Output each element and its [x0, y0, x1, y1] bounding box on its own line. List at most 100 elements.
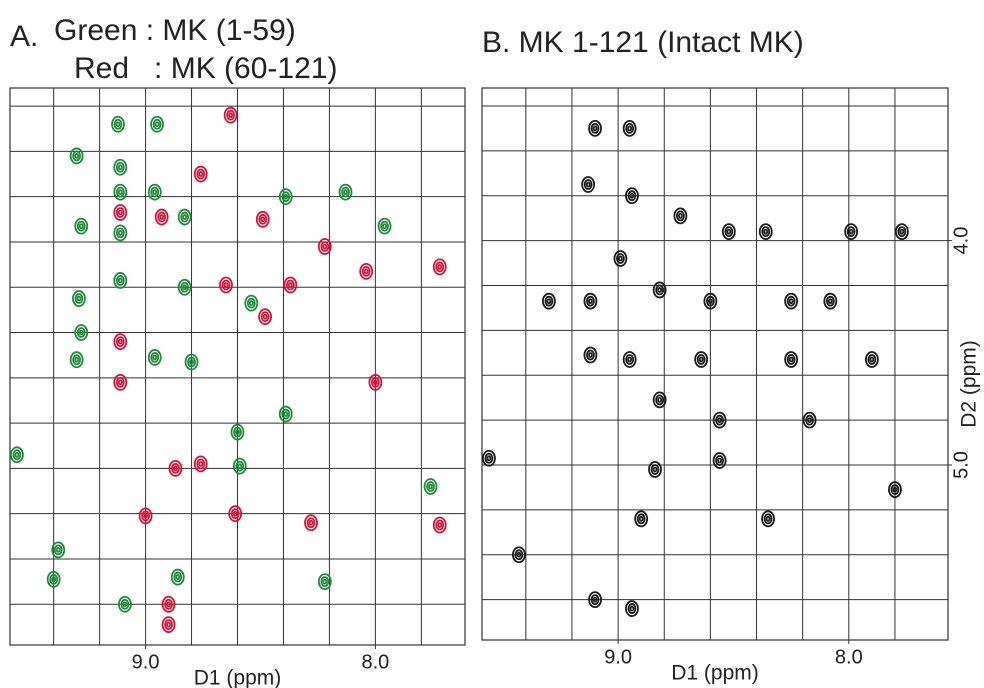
contour — [120, 598, 130, 610]
contour — [193, 455, 208, 473]
peak — [338, 183, 353, 201]
contour — [585, 181, 591, 188]
contour — [588, 298, 593, 305]
contour — [230, 508, 240, 520]
peak — [802, 411, 817, 429]
contour — [629, 192, 635, 199]
contour — [115, 227, 125, 239]
contour — [180, 211, 190, 223]
peak — [588, 119, 602, 137]
peak — [154, 208, 169, 226]
contour — [581, 176, 596, 193]
contour — [696, 354, 706, 365]
peak — [138, 507, 153, 525]
contour — [715, 414, 725, 426]
peak — [177, 208, 192, 226]
contour — [177, 278, 192, 296]
contour — [235, 429, 240, 436]
contour — [484, 452, 494, 464]
contour — [164, 619, 173, 631]
peak — [432, 516, 447, 534]
contour — [173, 571, 183, 583]
contour — [182, 214, 188, 220]
contour — [588, 352, 593, 358]
peak — [147, 349, 162, 366]
peak — [69, 147, 84, 165]
contour — [115, 207, 125, 218]
peak — [223, 106, 238, 124]
contour — [232, 457, 247, 475]
contour — [361, 266, 371, 277]
peak — [232, 457, 247, 475]
peak — [588, 591, 602, 609]
x-tick-label: 8.0 — [361, 651, 389, 673]
contour — [182, 284, 188, 291]
peak — [69, 351, 84, 369]
contour — [184, 353, 199, 371]
contour — [435, 519, 445, 531]
peak — [255, 210, 270, 228]
legend-entry: Red : MK (60-121) — [74, 52, 337, 85]
contour — [717, 417, 723, 423]
contour — [827, 298, 833, 305]
y-axis-label: D2 (ppm) — [958, 340, 981, 428]
contour — [113, 118, 123, 130]
contour — [542, 292, 556, 310]
contour — [262, 313, 268, 320]
contour — [157, 211, 167, 223]
peak — [46, 570, 61, 588]
contour — [260, 216, 266, 223]
contour — [807, 417, 812, 423]
contour — [765, 515, 771, 522]
contour — [432, 516, 447, 534]
peak — [432, 258, 447, 276]
contour — [9, 446, 24, 464]
x-tick-label: 9.0 — [132, 651, 160, 673]
contour — [673, 207, 688, 225]
contour — [788, 298, 794, 305]
contour — [586, 295, 595, 307]
contour — [223, 106, 238, 124]
contour — [583, 179, 593, 190]
peak — [113, 272, 128, 289]
peak — [844, 223, 859, 241]
peak — [864, 351, 879, 368]
contour — [113, 373, 128, 391]
contour — [486, 455, 492, 462]
contour — [592, 596, 598, 603]
contour — [283, 276, 298, 294]
contour — [894, 223, 909, 241]
peak — [193, 165, 208, 183]
contour — [869, 356, 875, 363]
peak — [583, 292, 598, 310]
contour — [228, 505, 243, 523]
contour — [198, 171, 204, 177]
contour — [437, 522, 443, 528]
contour — [627, 603, 637, 614]
contour — [784, 292, 799, 310]
contour — [161, 595, 176, 613]
contour — [622, 351, 637, 368]
contour — [655, 284, 665, 296]
contour — [113, 333, 128, 350]
contour — [226, 109, 236, 121]
contour — [285, 279, 295, 291]
peak — [888, 481, 902, 499]
contour — [616, 253, 625, 264]
contour — [703, 292, 718, 310]
peak — [317, 238, 332, 255]
peak — [482, 449, 496, 467]
contour — [712, 411, 727, 429]
contour — [848, 228, 854, 235]
contour — [627, 190, 637, 202]
contour — [283, 411, 289, 417]
peak — [278, 188, 293, 206]
contour — [173, 465, 178, 472]
contour — [705, 295, 715, 307]
contour — [258, 213, 268, 225]
contour — [618, 255, 623, 262]
contour — [638, 515, 644, 522]
peak — [625, 187, 639, 205]
peak — [168, 459, 183, 477]
contour — [74, 217, 89, 235]
